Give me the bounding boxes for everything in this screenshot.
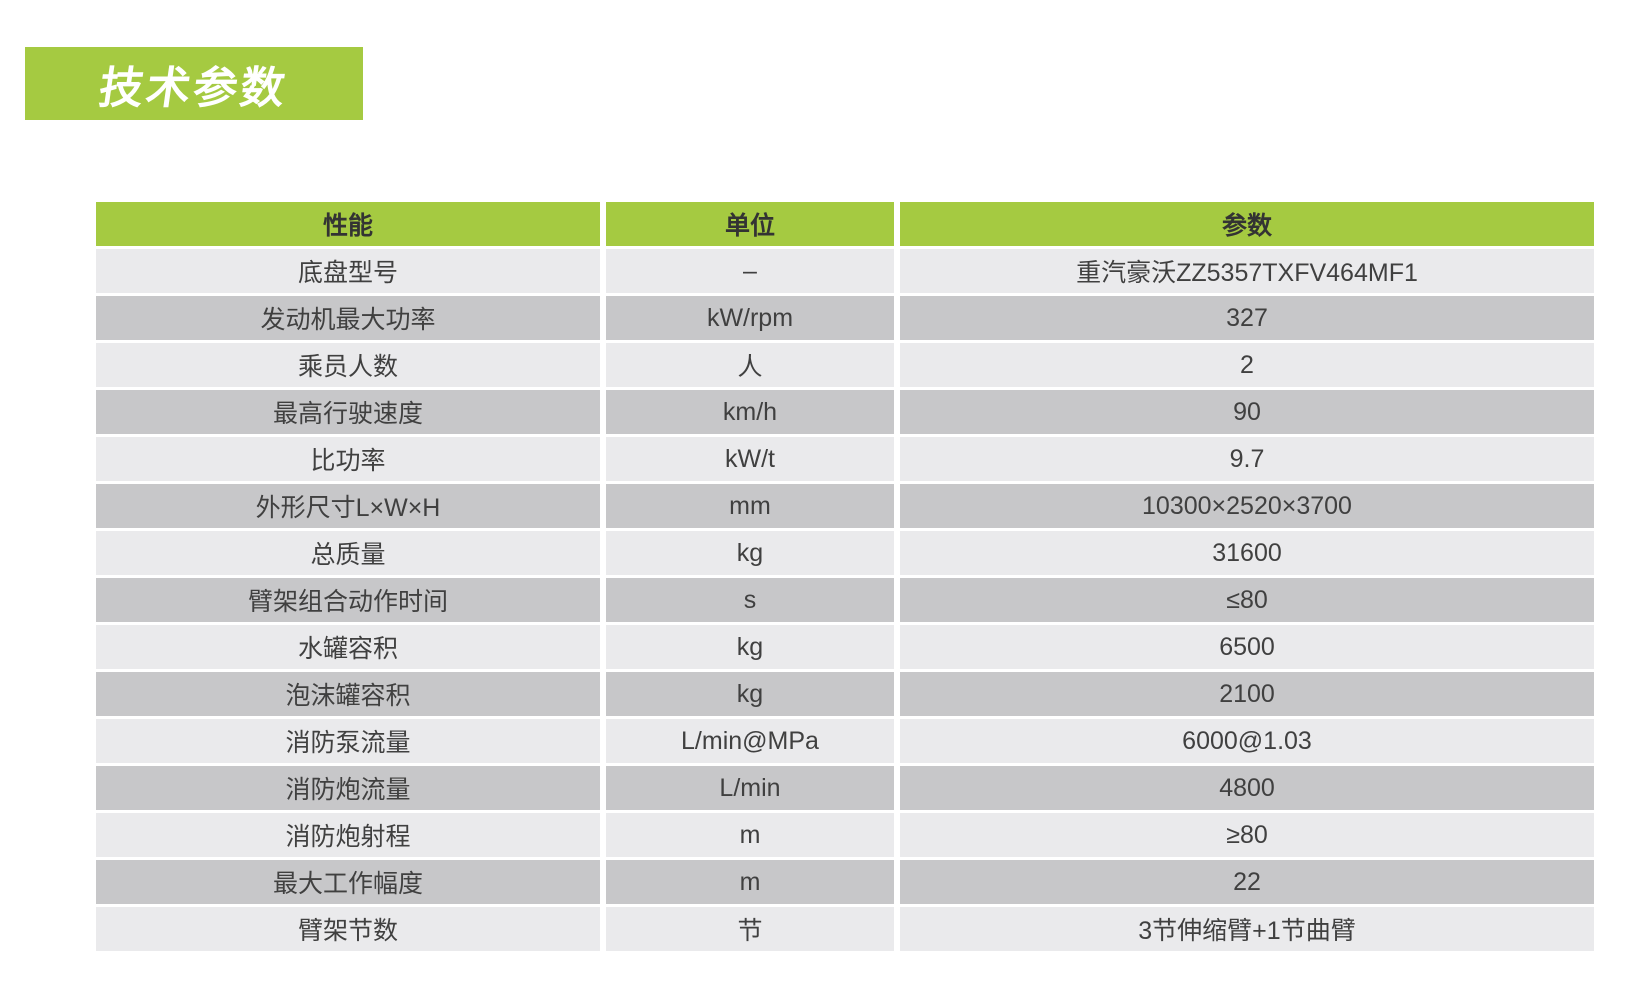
row-label: 外形尺寸L×W×H (96, 484, 600, 528)
table-row: 消防泵流量 L/min@MPa 6000@1.03 (96, 719, 1594, 763)
row-value: ≤80 (900, 578, 1594, 622)
row-unit: – (606, 249, 894, 293)
row-label: 最高行驶速度 (96, 390, 600, 434)
row-value: 6000@1.03 (900, 719, 1594, 763)
row-label: 臂架组合动作时间 (96, 578, 600, 622)
row-label: 臂架节数 (96, 907, 600, 951)
row-label: 发动机最大功率 (96, 296, 600, 340)
spec-table-body: 底盘型号 – 重汽豪沃ZZ5357TXFV464MF1 发动机最大功率 kW/rpm 32… (96, 249, 1594, 951)
row-label: 消防炮流量 (96, 766, 600, 810)
row-unit: km/h (606, 390, 894, 434)
table-row: 臂架组合动作时间 s ≤80 (96, 578, 1594, 622)
table-row: 总质量 kg 31600 (96, 531, 1594, 575)
row-value: ≥80 (900, 813, 1594, 857)
table-row: 消防炮射程 m ≥80 (96, 813, 1594, 857)
row-label: 消防泵流量 (96, 719, 600, 763)
row-unit: kW/rpm (606, 296, 894, 340)
table-row: 比功率 kW/t 9.7 (96, 437, 1594, 481)
row-label: 消防炮射程 (96, 813, 600, 857)
row-label: 比功率 (96, 437, 600, 481)
row-label: 水罐容积 (96, 625, 600, 669)
row-unit: 节 (606, 907, 894, 951)
row-unit: kg (606, 672, 894, 716)
table-row: 消防炮流量 L/min 4800 (96, 766, 1594, 810)
row-unit: 人 (606, 343, 894, 387)
row-unit: mm (606, 484, 894, 528)
row-label: 底盘型号 (96, 249, 600, 293)
section-title-badge: 技术参数 (25, 47, 363, 120)
table-row: 水罐容积 kg 6500 (96, 625, 1594, 669)
table-row: 外形尺寸L×W×H mm 10300×2520×3700 (96, 484, 1594, 528)
row-label: 总质量 (96, 531, 600, 575)
row-value: 22 (900, 860, 1594, 904)
header-cell-unit: 单位 (606, 202, 894, 246)
row-unit: kW/t (606, 437, 894, 481)
row-unit: L/min@MPa (606, 719, 894, 763)
row-unit: m (606, 860, 894, 904)
header-cell-parameter: 参数 (900, 202, 1594, 246)
row-unit: L/min (606, 766, 894, 810)
header-cell-performance: 性能 (96, 202, 600, 246)
spec-table-header: 性能 单位 参数 (96, 202, 1594, 246)
row-unit: kg (606, 625, 894, 669)
section-title: 技术参数 (95, 63, 291, 113)
row-value: 90 (900, 390, 1594, 434)
row-value: 2 (900, 343, 1594, 387)
row-value: 6500 (900, 625, 1594, 669)
table-row: 乘员人数人 2 (96, 343, 1594, 387)
table-row: 发动机最大功率 kW/rpm 327 (96, 296, 1594, 340)
row-value: 327 (900, 296, 1594, 340)
table-row: 最高行驶速度 km/h 90 (96, 390, 1594, 434)
row-unit: m (606, 813, 894, 857)
table-row: 最大工作幅度 m 22 (96, 860, 1594, 904)
row-unit: kg (606, 531, 894, 575)
row-value: 4800 (900, 766, 1594, 810)
row-value: 2100 (900, 672, 1594, 716)
row-label: 最大工作幅度 (96, 860, 600, 904)
row-label: 乘员人数 (96, 343, 600, 387)
spec-table: 性能 单位 参数 底盘型号 – 重汽豪沃ZZ5357TXFV464MF1 发动机最大功… (90, 199, 1600, 954)
table-row: 泡沫罐容积 kg 2100 (96, 672, 1594, 716)
table-row: 臂架节数节 3节伸缩臂+1节曲臂 (96, 907, 1594, 951)
table-row: 底盘型号 – 重汽豪沃ZZ5357TXFV464MF1 (96, 249, 1594, 293)
row-label: 泡沫罐容积 (96, 672, 600, 716)
row-value: 31600 (900, 531, 1594, 575)
row-unit: s (606, 578, 894, 622)
row-value: 9.7 (900, 437, 1594, 481)
header-row: 性能 单位 参数 (96, 202, 1594, 246)
row-value: 重汽豪沃ZZ5357TXFV464MF1 (900, 249, 1594, 293)
row-value: 10300×2520×3700 (900, 484, 1594, 528)
row-value: 3节伸缩臂+1节曲臂 (900, 907, 1594, 951)
